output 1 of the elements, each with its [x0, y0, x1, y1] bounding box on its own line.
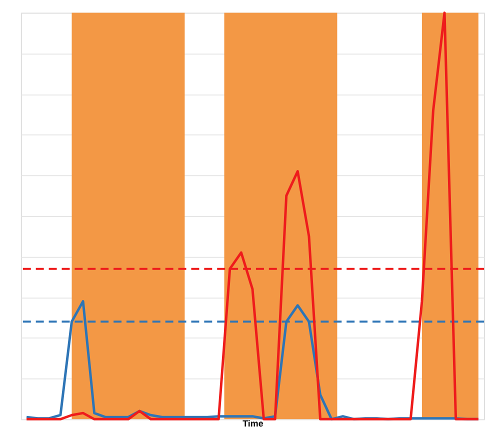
- x-axis-title: Time: [242, 418, 264, 429]
